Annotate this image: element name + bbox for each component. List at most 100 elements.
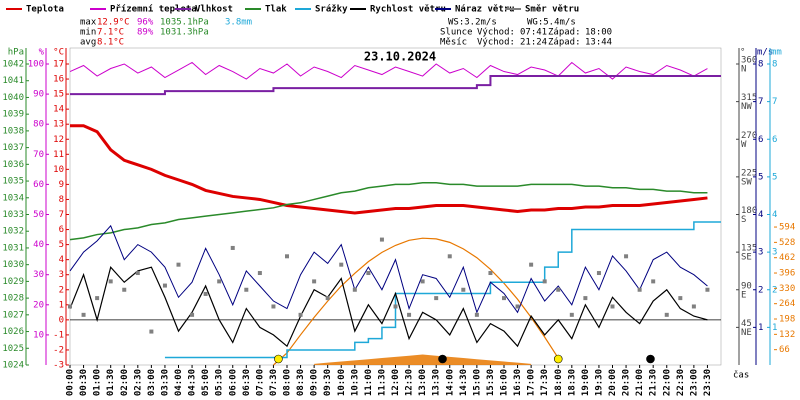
y-tick-label: 5 [758,172,763,182]
x-tick-label: 09:30 [323,369,333,396]
y-tick-label: 6 [758,135,763,145]
wind-direction-point [257,271,262,276]
series-line [70,75,721,96]
y-tick-label: 12 [53,135,64,145]
solar-theory-line [273,237,559,366]
y-tick-label: 1 [772,323,777,333]
wind-speed: WS:3.2m/s [448,18,497,28]
x-tick-label: 05:30 [215,369,225,396]
y-tick-label: 1033 [2,210,24,220]
legend-label: Srážky [315,5,348,15]
x-tick-label: 01:00 [93,369,103,396]
wind-direction-point [230,245,235,250]
wind-direction-point [203,291,208,296]
y-tick-label: 90 [741,281,752,291]
y-tick-dir: S [741,215,746,225]
wind-direction-point [502,296,506,301]
wind-direction-point [529,262,534,267]
wind-direction-point [352,287,357,292]
wind-direction-point [217,279,222,284]
moon-set: 13:44 [585,38,612,48]
x-tick-label: 00:00 [66,369,76,396]
solar-measured-area [314,354,532,365]
moon-set-label: Západ: [548,38,581,48]
y-tick-dir: SW [741,177,752,187]
wind-direction-point [474,312,479,317]
sun-rise-label: Východ: [477,28,515,38]
y-tick-label: 13 [53,120,64,130]
x-tick-label: 07:30 [269,369,279,396]
y-tick-label: 1032 [2,227,24,237]
wind-direction-point [664,312,669,317]
axis-unit: mm [771,48,782,58]
x-tick-label: 12:30 [405,369,415,396]
legend-label: Vlhkost [195,5,233,15]
y-tick-label: 10 [33,330,44,340]
wind-direction-point [81,312,86,317]
stat-label: avg [80,38,96,48]
x-tick-label: 16:30 [513,369,523,396]
wind-direction-point [379,237,384,242]
series-line [69,224,708,314]
y-tick-label: -1 [53,330,64,340]
wind-direction-point [447,254,452,259]
moon-label: Měsíc [440,38,467,48]
x-tick-label: 09:00 [310,369,320,396]
y-tick-label: 66 [779,345,790,355]
y-tick-label: 225 [741,168,757,178]
series-line [69,181,708,241]
y-tick-label: 6 [772,135,777,145]
wind-direction-point [325,296,330,301]
y-tick-label: 1025 [2,344,24,354]
x-tick-label: 01:30 [106,369,116,396]
y-tick-label: 1035 [2,177,24,187]
x-tick-label: 07:00 [255,369,265,396]
sun-rise: 07:41 [520,28,547,38]
y-tick-label: 2 [59,285,64,295]
x-tick-label: 18:00 [554,369,564,396]
y-tick-label: 15 [53,90,64,100]
y-tick-label: 4 [59,255,64,265]
y-tick-label: 198 [779,315,795,325]
sun-rise-marker [274,354,283,364]
y-tick-label: 2 [772,285,777,295]
y-tick-dir: NE [741,328,752,338]
wind-direction-point [461,287,466,292]
x-tick-label: 13:00 [418,369,428,396]
x-tick-label: 14:30 [459,369,469,396]
wind-direction-point [624,254,629,259]
y-tick-dir: NW [741,102,752,112]
y-tick-label: 1026 [2,327,24,337]
x-tick-label: 00:30 [79,369,89,396]
wind-direction-point [569,312,574,317]
wind-direction-point [190,312,195,317]
y-tick-label: 7 [772,97,777,107]
y-tick-label: 1036 [2,160,24,170]
moon-rise-marker [646,354,655,364]
sun-set-label: Západ: [548,28,581,38]
y-tick-label: 180 [741,206,757,216]
x-tick-label: 08:00 [283,369,293,396]
series-line [69,61,708,80]
y-tick-label: 7 [758,97,763,107]
y-tick-label: 3 [758,248,763,258]
x-tick-label: 06:00 [228,369,238,396]
legend-label: Tlak [265,5,287,15]
y-tick-label: 16 [53,75,64,85]
y-tick-label: 1039 [2,110,24,120]
y-tick-label: 1031 [2,243,24,253]
chart-title: 23.10.2024 [364,50,436,64]
y-tick-label: 8 [772,60,777,70]
y-tick-dir: E [741,290,746,300]
y-tick-label: 0 [59,315,64,325]
x-tick-label: 16:00 [500,369,510,396]
y-tick-label: 132 [779,330,795,340]
x-tick-label: 20:30 [622,369,632,396]
moon-rise-label: Východ: [477,38,515,48]
wind-gust: WG:5.4m/s [527,18,576,28]
legend-label: Teplota [26,5,64,15]
y-tick-label: 5 [59,240,64,250]
y-tick-label: 2 [758,285,763,295]
x-tick-label: 20:00 [608,369,618,396]
y-tick-label: -2 [53,345,64,355]
